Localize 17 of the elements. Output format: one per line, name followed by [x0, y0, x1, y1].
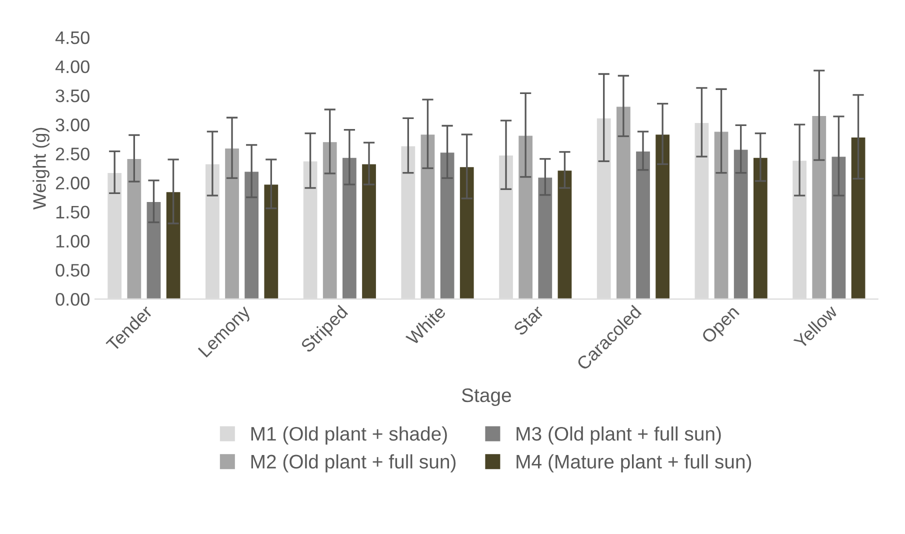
y-axis-title: Weight (g)	[32, 128, 50, 210]
y-tick-label: 1.00	[56, 234, 90, 248]
legend-label: M1 (Old plant + shade)	[251, 426, 447, 445]
legend-label: M2 (Old plant + full sun)	[251, 454, 456, 472]
y-tick-label: 1.50	[56, 206, 90, 219]
legend-label: M4 (Mature plant + full sun)	[516, 454, 752, 472]
y-tick-label: 3.00	[56, 118, 90, 132]
y-tick-label: 3.50	[56, 89, 90, 102]
y-tick-label: 4.00	[55, 60, 90, 74]
x-axis-title: Stage	[462, 388, 511, 406]
x-tick-label: Star	[512, 304, 545, 336]
y-tick-label: 2.00	[56, 176, 90, 190]
y-tick-label: 4.50	[55, 31, 90, 44]
y-tick-label: 0.00	[56, 292, 90, 306]
y-tick-label: 0.50	[56, 264, 90, 277]
y-tick-label: 2.50	[56, 148, 90, 160]
legend-label: M3 (Old plant + full sun)	[516, 426, 721, 445]
